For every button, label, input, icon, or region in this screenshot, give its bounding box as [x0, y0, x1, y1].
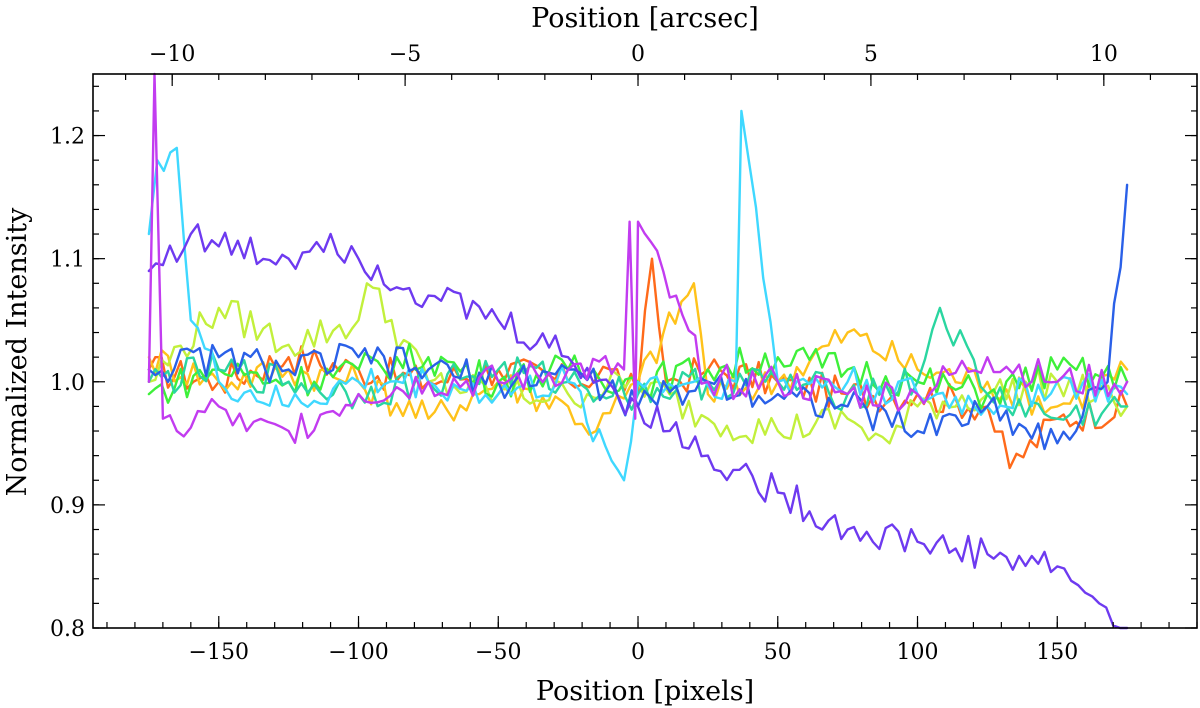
x-axis-title: Position [pixels] [536, 676, 754, 707]
x-tick-label: −100 [328, 640, 388, 665]
x2-tick-label: −5 [389, 42, 421, 67]
series-line-9 [147, 72, 1129, 444]
x-tick-label: 150 [1036, 640, 1078, 665]
y-axis-title: Normalized Intensity [2, 207, 33, 496]
x-tick-label: 100 [897, 640, 939, 665]
axis-layer: −150 −100 −50 0 50 100 150−10 −5 0 5 100.80.91.01.… [50, 42, 1198, 665]
x-tick-label: −150 [189, 640, 249, 665]
x2-tick-label: 10 [1090, 42, 1118, 67]
series-layer [147, 72, 1129, 630]
x2-tick-label: 5 [864, 42, 878, 67]
y-tick-label: 0.9 [50, 494, 85, 519]
y-tick-label: 1.2 [50, 125, 85, 150]
x2-tick-label: −10 [149, 42, 195, 67]
y-tick-label: 1.1 [50, 248, 85, 273]
plot-frame [92, 73, 1198, 629]
series-line-3 [147, 282, 1129, 445]
y-tick-label: 0.8 [50, 617, 85, 642]
series-line-8 [147, 223, 1129, 630]
x2-axis-title: Position [arcsec] [531, 3, 759, 34]
x-tick-label: −50 [475, 640, 521, 665]
y-tick-label: 1.0 [50, 371, 85, 396]
series-line-6 [147, 109, 1129, 482]
x2-tick-label: 0 [631, 42, 645, 67]
series-line-2 [147, 282, 1129, 436]
x-tick-label: 50 [764, 640, 792, 665]
x-tick-label: 0 [631, 640, 645, 665]
